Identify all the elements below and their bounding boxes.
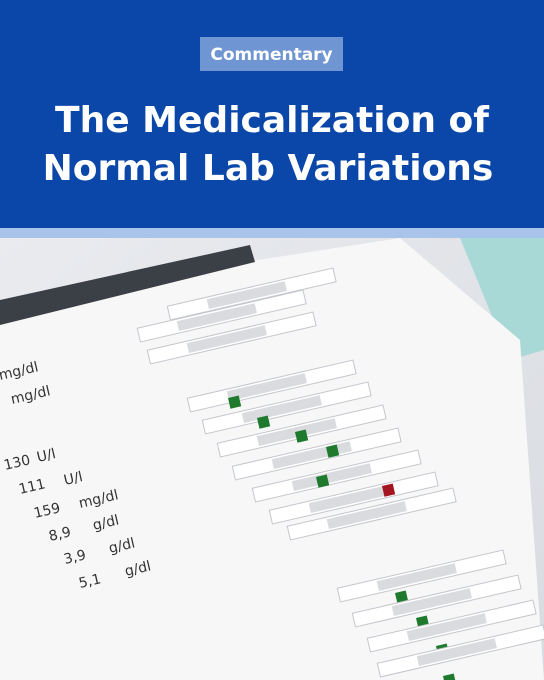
title-line: Normal Lab Variations [43,148,494,189]
range-fill [326,501,407,530]
range-marker [257,415,271,429]
range-fill [176,303,257,332]
lab-unit: U/l [35,446,57,466]
lab-unit: U/l [62,469,84,489]
range-fill [376,563,457,592]
range-marker [228,395,242,409]
lab-value: 3,9 [62,547,87,568]
range-fill [416,638,497,667]
lab-value: 111 [17,476,47,498]
range-marker [395,590,409,604]
range-marker [382,483,396,497]
range-fill [241,395,322,424]
range-fill [226,373,307,402]
lab-unit: g/dl [123,558,152,580]
title-line: The Medicalization of [55,100,489,141]
range-marker [295,429,309,443]
badge: Commentary [210,45,332,65]
range-fill [308,485,389,514]
range-marker [316,474,330,488]
lab-value: 5,1 [77,571,102,592]
range-fill [206,281,287,310]
range-marker [325,444,340,458]
range-fill [391,588,472,617]
range-bars [136,267,544,680]
range-fill [291,463,372,492]
photo [0,238,544,680]
lab-value: 159 [32,500,62,522]
range-fill [186,325,267,354]
stripe [0,228,544,238]
badge-box [200,37,343,71]
range-fill [406,613,487,642]
lab-value: 130 [2,452,32,474]
lab-value: 8,9 [47,524,72,545]
lab-unit: g/dl [107,535,136,557]
range-marker [443,673,457,680]
lab-unit: g/dl [91,512,120,534]
